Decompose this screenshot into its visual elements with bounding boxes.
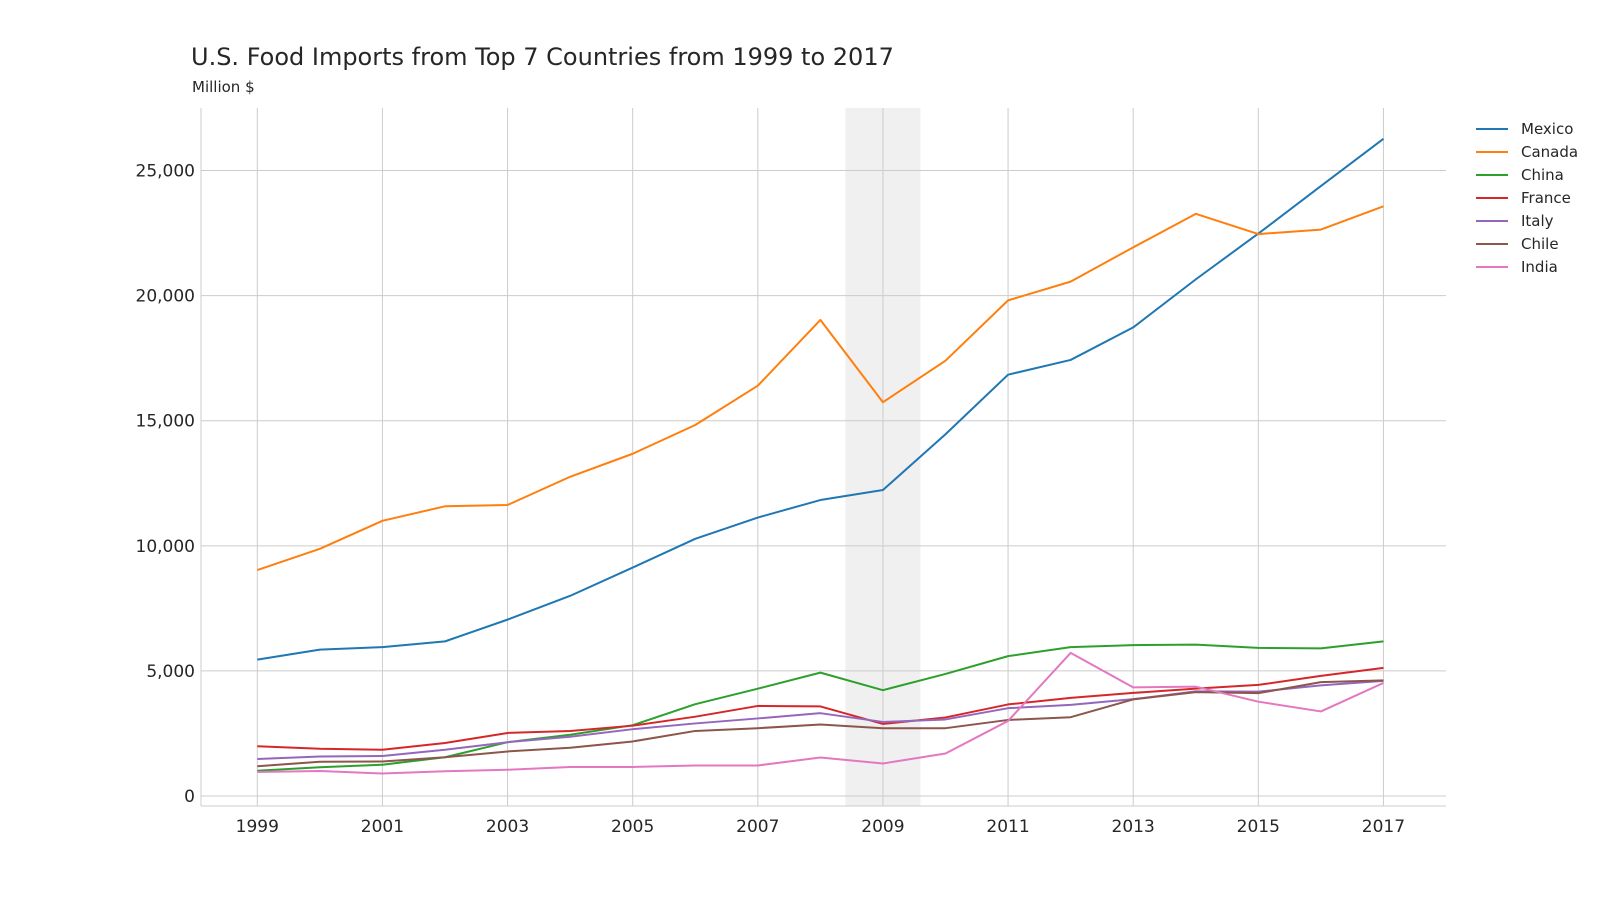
legend-label-mexico: Mexico [1521,120,1573,138]
y-tick-label: 0 [184,787,195,807]
x-tick-label: 2005 [611,817,654,837]
x-tick-label: 2009 [861,817,904,837]
series-line-india [257,651,1384,775]
legend-label-chile: Chile [1521,235,1559,253]
legend-label-canada: Canada [1521,143,1578,161]
legend: Mexico Canada China France Italy Chile India [1476,120,1578,276]
axis-layer: 1999 2001 2003 2005 2007 2009 2011 2013 2015 2017… [136,108,1446,837]
x-tick-label: 2003 [486,817,529,837]
legend-label-france: France [1521,189,1571,207]
y-tick-label: 5,000 [146,662,195,682]
x-tick-label: 2013 [1112,817,1155,837]
x-tick-label: 2001 [361,817,404,837]
legend-label-india: India [1521,258,1558,276]
series-line-chile [257,679,1384,768]
chart-title: U.S. Food Imports from Top 7 Countries f… [191,43,894,71]
chart-subtitle: Million $ [192,78,255,96]
series-line-france [257,666,1384,751]
x-tick-label: 1999 [236,817,279,837]
series-layer [256,137,1385,775]
x-tick-label: 2017 [1362,817,1405,837]
series-line-canada [256,205,1384,572]
legend-label-china: China [1521,166,1564,184]
x-tick-label: 2015 [1237,817,1280,837]
legend-label-italy: Italy [1521,212,1554,230]
x-tick-label: 2011 [986,817,1029,837]
y-tick-label: 10,000 [136,537,195,557]
y-tick-label: 20,000 [136,287,195,307]
y-tick-label: 25,000 [136,162,195,182]
x-tick-label: 2007 [736,817,779,837]
y-tick-label: 15,000 [136,412,195,432]
series-line-mexico [257,137,1385,661]
